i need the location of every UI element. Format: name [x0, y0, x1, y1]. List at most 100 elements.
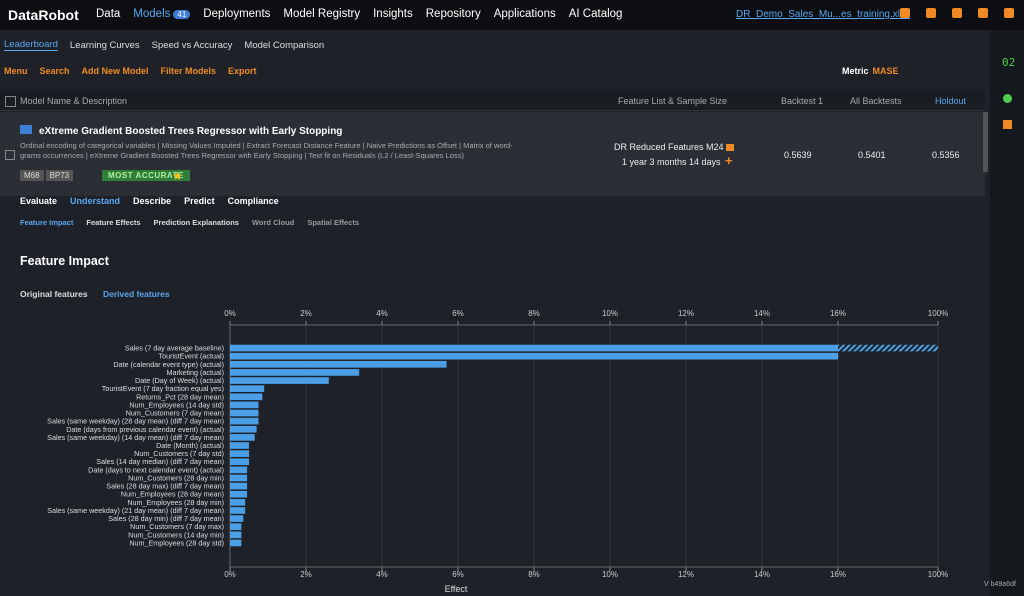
- sample-size: 1 year 3 months 14 days: [622, 157, 721, 167]
- y-tick-label: Num_Customers (7 day mean): [126, 409, 224, 418]
- toolbar-item[interactable]: Add New Model: [81, 66, 149, 76]
- bar: [230, 401, 259, 409]
- section-title: Feature Impact: [20, 254, 109, 268]
- icon[interactable]: [926, 8, 936, 18]
- tabs: Leaderboard Learning Curves Speed vs Accur…: [4, 39, 324, 51]
- toggle[interactable]: Derived features: [103, 289, 170, 299]
- y-tick-label: Date (Day of Week) (actual): [135, 376, 224, 385]
- x-tick-label: 14%: [754, 309, 770, 318]
- icon[interactable]: [726, 144, 734, 151]
- nav-item[interactable]: Model Registry: [283, 8, 361, 20]
- column: All Backtests: [850, 96, 902, 106]
- model-tab[interactable]: Evaluate: [20, 196, 58, 206]
- y-tick-label: Returns_Pct (28 day mean): [136, 392, 224, 401]
- nav-item[interactable]: Deployments: [203, 8, 271, 20]
- model-tabs: Evaluate Understand Describe Predict Complia…: [20, 196, 279, 206]
- model-tab[interactable]: Predict: [184, 196, 215, 206]
- x-tick-label: 2%: [300, 570, 312, 579]
- nav-item[interactable]: Models 41: [133, 8, 191, 20]
- model-description: Ordinal encoding of categorical variable…: [20, 141, 513, 160]
- top-bar: [0, 0, 1024, 30]
- tab[interactable]: Speed vs Accuracy: [151, 39, 233, 51]
- x-tick-label: 10%: [602, 309, 618, 318]
- bar: [230, 377, 329, 384]
- score: 0.5356: [932, 150, 960, 160]
- bar: [230, 450, 249, 457]
- sub-tab[interactable]: Spatial Effects: [307, 218, 360, 227]
- icon[interactable]: [978, 8, 988, 18]
- sub-tab[interactable]: Prediction Explanations: [153, 218, 239, 227]
- toolbar-item[interactable]: Search: [39, 66, 70, 76]
- model-tab[interactable]: Describe: [133, 196, 172, 206]
- toolbar-item[interactable]: Filter Models: [160, 66, 217, 76]
- tab[interactable]: Model Comparison: [244, 39, 325, 51]
- bar: [230, 482, 248, 490]
- bar: [230, 523, 242, 531]
- score: 0.5639: [784, 150, 812, 160]
- bar: [230, 539, 242, 547]
- sub-tab[interactable]: Feature Impact: [20, 218, 74, 227]
- checkbox[interactable]: [5, 96, 16, 107]
- tag: BP73: [45, 170, 74, 181]
- y-tick-label: Num_Employees (28 day min): [127, 498, 224, 507]
- bar: [230, 490, 248, 498]
- x-tick-label: 6%: [452, 570, 464, 579]
- icon[interactable]: [900, 8, 910, 18]
- file-link[interactable]: DR_Demo_Sales_Mu...es_training.xlsx: [736, 9, 910, 20]
- nav-item[interactable]: Data: [96, 8, 121, 20]
- y-tick-label: Sales (same weekday) (21 day mean) (diff…: [47, 506, 224, 515]
- y-tick-label: Num_Employees (28 day mean): [121, 490, 224, 499]
- y-tick-label: Sales (same weekday) (14 day mean) (diff…: [47, 433, 224, 442]
- bar: [230, 466, 248, 474]
- sub-tab[interactable]: Feature Effects: [86, 218, 141, 227]
- metric-value: MASE: [872, 66, 899, 76]
- model-row: [0, 112, 985, 196]
- y-tick-label: TouristEvent (actual): [158, 352, 224, 361]
- model-name[interactable]: eXtreme Gradient Boosted Trees Regressor…: [39, 126, 343, 137]
- y-tick-label: Num_Customers (14 day min): [128, 530, 224, 539]
- metric[interactable]: Metric MASE: [842, 66, 899, 76]
- y-tick-label: Date (calendar event type) (actual): [113, 360, 224, 369]
- feature-list[interactable]: DR Reduced Features M24: [614, 142, 724, 152]
- bar: [230, 531, 242, 539]
- sub-tab[interactable]: Word Cloud: [251, 218, 295, 227]
- star[interactable]: ★: [172, 169, 183, 183]
- nav-item[interactable]: Applications: [493, 8, 556, 20]
- brand[interactable]: DataRobot: [8, 7, 79, 23]
- tab[interactable]: Learning Curves: [69, 39, 140, 51]
- toolbar-item[interactable]: Export: [228, 66, 257, 76]
- bar-overflow: [838, 344, 938, 352]
- bar: [230, 507, 246, 514]
- bar: [230, 409, 259, 417]
- y-tick-label: Sales (28 day min) (diff 7 day mean): [108, 514, 224, 523]
- y-tick-label: Sales (7 day average baseline): [125, 344, 224, 353]
- x-tick-label: 16%: [830, 309, 846, 318]
- x-tick-label: 8%: [528, 309, 540, 318]
- tag: M68: [20, 170, 44, 181]
- tab[interactable]: Leaderboard: [4, 39, 58, 51]
- nav-item[interactable]: AI Catalog: [568, 8, 623, 20]
- toggle[interactable]: Original features: [20, 289, 88, 299]
- metric-label: Metric: [842, 66, 869, 76]
- x-tick-label: 4%: [376, 309, 388, 318]
- y-tick-label: Num_Employees (14 day std): [129, 400, 224, 409]
- model-tab[interactable]: Understand: [70, 196, 121, 206]
- chart: 0% 0% 2% 2% 4% 4% 6% 6% 8% 8% 10% 10% 12% 12% 14% 14% 16…: [47, 309, 948, 594]
- model-icon: [20, 125, 32, 134]
- nav-item[interactable]: Insights: [373, 8, 413, 20]
- icon[interactable]: [1004, 8, 1014, 18]
- bar: [230, 393, 263, 401]
- list-icon[interactable]: [1003, 120, 1012, 129]
- checkbox[interactable]: [5, 150, 15, 160]
- status-icon[interactable]: [1003, 94, 1012, 103]
- icon[interactable]: [952, 8, 962, 18]
- nav-item[interactable]: Repository: [425, 8, 481, 20]
- top-icons: [900, 8, 1014, 18]
- bar: [230, 352, 838, 360]
- toolbar-item[interactable]: Menu: [4, 66, 28, 76]
- y-tick-label: Date (days from previous calendar event)…: [66, 425, 224, 434]
- add-icon[interactable]: +: [725, 153, 733, 168]
- model-tab[interactable]: Compliance: [227, 196, 279, 206]
- scrollbar[interactable]: [983, 112, 988, 172]
- y-tick-label: Num_Customers (7 day std): [134, 449, 224, 458]
